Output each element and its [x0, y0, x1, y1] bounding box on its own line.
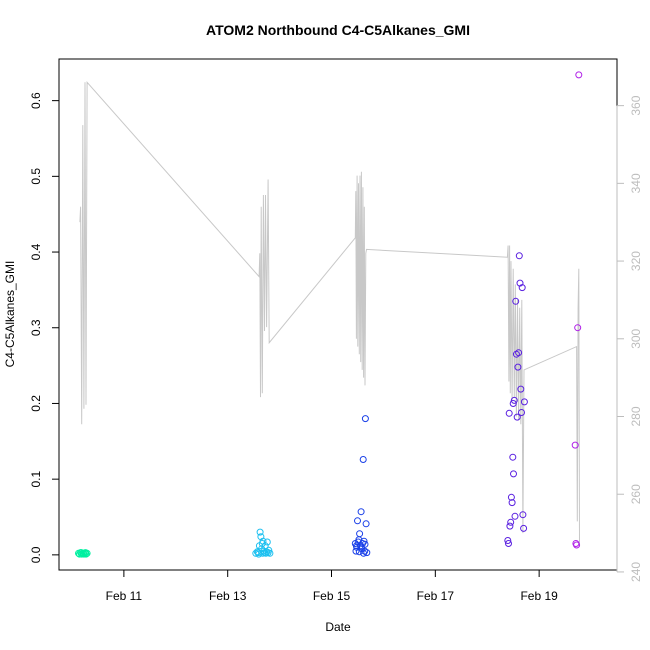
data-point: [352, 542, 360, 550]
data-point: [507, 493, 515, 501]
data-point: [356, 530, 364, 538]
data-point: [354, 517, 361, 525]
y2-tick-label: 300: [629, 328, 643, 348]
x-axis-label: Date: [325, 620, 351, 634]
data-point: [265, 546, 273, 554]
data-point: [508, 499, 516, 507]
y-axis: 0.0 0.1 0.2 0.3 0.4 0.5 0.6: [29, 92, 60, 563]
data-point: [513, 413, 521, 421]
data-point: [360, 537, 368, 545]
data-point: [510, 396, 518, 404]
data-point: [352, 547, 360, 555]
data-point: [255, 550, 263, 558]
y-tick-label: 0.5: [29, 168, 43, 185]
y-tick-label: 0.6: [29, 92, 43, 109]
data-point: [361, 415, 369, 423]
y2-tick-label: 240: [629, 562, 643, 582]
data-point: [571, 441, 579, 449]
data-point: [510, 470, 517, 478]
y-tick-label: 0.3: [29, 319, 43, 336]
data-point: [505, 540, 512, 547]
y2-tick-label: 320: [629, 251, 643, 271]
plot-frame: [58, 58, 618, 571]
x-tick-label: Feb 17: [417, 589, 455, 603]
x-axis: Feb 11 Feb 13 Feb 15 Feb 17 Feb 19: [106, 569, 558, 603]
y2-tick-label: 340: [629, 173, 643, 193]
data-point: [520, 398, 528, 406]
x-tick-label: Feb 19: [520, 589, 558, 603]
y-tick-label: 0.1: [29, 470, 43, 487]
data-point: [362, 520, 370, 528]
data-point: [518, 409, 525, 416]
data-point: [506, 522, 514, 530]
x-tick-label: Feb 15: [313, 589, 351, 603]
data-point: [266, 549, 274, 557]
secondary-series-line: [79, 80, 580, 545]
data-point: [511, 512, 519, 520]
y2-tick-label: 280: [629, 406, 643, 426]
data-point: [360, 549, 368, 557]
x-tick-label: Feb 11: [106, 589, 143, 603]
y-tick-label: 0.2: [29, 395, 43, 412]
data-point: [256, 528, 264, 536]
data-point: [509, 400, 517, 407]
x-tick-label: Feb 13: [209, 589, 247, 603]
points-layer: [75, 71, 583, 558]
y2-tick-label: 260: [629, 484, 643, 504]
data-point: [263, 538, 271, 546]
data-point: [520, 524, 528, 532]
y2-tick-label: 360: [629, 95, 643, 115]
data-point: [363, 549, 371, 557]
data-point: [515, 349, 523, 357]
data-point: [507, 518, 515, 526]
y-tick-label: 0.4: [29, 243, 43, 260]
secondary-line-layer: [79, 80, 580, 545]
data-point: [504, 537, 512, 544]
data-point: [518, 284, 526, 292]
data-point: [512, 297, 520, 305]
data-point: [517, 385, 525, 393]
y-axis-label: C4-C5Alkanes_GMI: [3, 261, 17, 368]
data-point: [357, 508, 365, 516]
data-point: [575, 71, 583, 79]
data-point: [509, 453, 517, 461]
data-point: [505, 409, 513, 417]
data-point: [573, 541, 581, 549]
chart-title: ATOM2 Northbound C4-C5Alkanes_GMI: [206, 22, 470, 38]
data-point: [515, 252, 523, 260]
y-tick-label: 0.0: [29, 546, 43, 563]
data-point: [257, 533, 265, 541]
data-point: [514, 363, 522, 371]
data-point: [359, 456, 367, 463]
data-point: [361, 540, 369, 548]
y2-axis: 240 260 280 300 320 340 360: [616, 95, 643, 582]
data-point: [519, 511, 527, 519]
data-point: [574, 324, 582, 332]
data-point: [82, 549, 89, 557]
data-point: [355, 548, 363, 556]
data-point: [259, 549, 267, 557]
